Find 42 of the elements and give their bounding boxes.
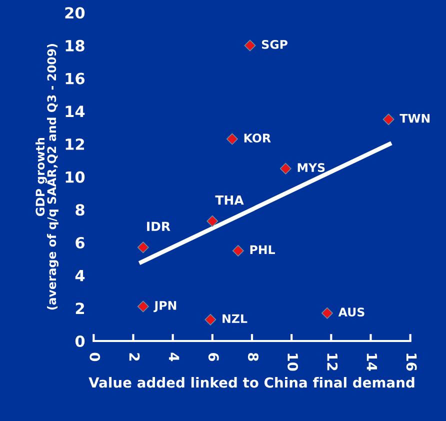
y-tick-label: 18 <box>66 40 84 52</box>
x-tick-label: 6 <box>208 352 219 362</box>
point <box>321 307 333 319</box>
point <box>382 114 394 126</box>
y-tick-label: 8 <box>76 204 84 216</box>
annotation: AUS <box>338 308 364 317</box>
point <box>204 314 216 326</box>
annotation: MYS <box>298 163 325 172</box>
annotation: NZL <box>222 314 248 323</box>
x-tick-label: 14 <box>366 354 378 371</box>
x-tick-label: 4 <box>168 352 180 362</box>
point <box>280 162 292 174</box>
y-tick-label: 14 <box>66 106 85 117</box>
y-tick-label: 20 <box>65 7 85 19</box>
point <box>226 133 238 145</box>
x-tick-label: 2 <box>129 353 140 361</box>
x-tick-label: 0 <box>90 352 100 362</box>
point <box>232 244 244 256</box>
annotation: TWN <box>400 114 430 123</box>
point <box>137 242 149 254</box>
point <box>137 300 149 312</box>
y-tick-label: 6 <box>76 236 85 249</box>
x-tick-label: 12 <box>327 354 338 370</box>
x-tick-label: 16 <box>406 354 417 371</box>
y-tick-label: 2 <box>76 302 84 314</box>
y-tick-label: 4 <box>75 270 85 282</box>
y-tick-label: 12 <box>66 138 84 150</box>
annotation: PHL <box>250 245 275 254</box>
y-tick-label: 16 <box>66 72 85 84</box>
annotation: THA <box>215 196 244 205</box>
annotation: IDR <box>147 222 170 231</box>
point <box>206 215 218 227</box>
y-tick-label: 10 <box>66 171 85 183</box>
point <box>244 40 256 52</box>
y-tick-label: 0 <box>75 335 85 348</box>
x-tick-label: 8 <box>248 352 258 361</box>
annotation: JPN <box>154 301 176 312</box>
annotation: KOR <box>244 134 271 142</box>
annotation: SGP <box>262 40 288 49</box>
x-tick-label: 10 <box>288 354 298 371</box>
y-axis-title: GDP growth (average of q/q SAAR,Q2 and Q3 - 2009) <box>35 44 59 310</box>
x-axis-title: Value added linked to China final demand <box>88 377 414 388</box>
